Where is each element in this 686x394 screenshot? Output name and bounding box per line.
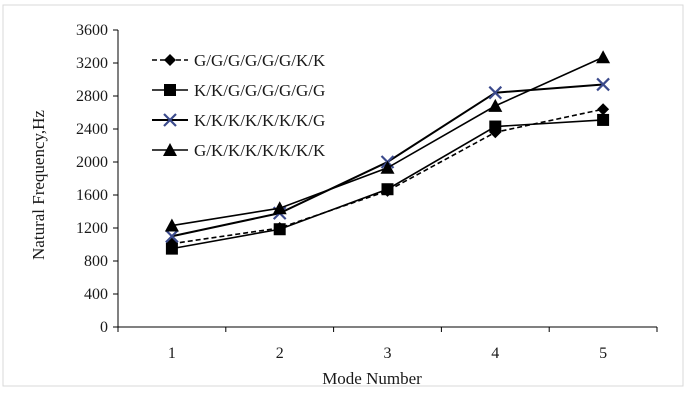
legend-marker-diamond (164, 54, 176, 66)
legend-item: K/K/G/G/G/G/G/G (152, 81, 325, 100)
x-tick-label: 1 (168, 345, 176, 362)
data-point-triangle (596, 50, 611, 64)
series-layer (164, 50, 611, 255)
legend: G/G/G/G/G/G/K/K K/K/G/G/G/G/G/G K/K/K/K/K/… (152, 51, 326, 160)
legend-label: G/G/G/G/G/G/K/K (194, 51, 326, 70)
data-point-diamond (597, 103, 610, 116)
x-tick-label: 5 (599, 345, 607, 362)
y-tick-label: 3200 (76, 55, 108, 72)
y-tick-label: 2400 (76, 121, 108, 138)
legend-item: G/G/G/G/G/G/K/K (152, 51, 326, 70)
data-point-x (596, 77, 610, 92)
data-point-triangle (272, 201, 287, 215)
x-tick-label: 2 (276, 345, 284, 362)
data-point-square (489, 120, 502, 133)
series-2 (165, 113, 610, 255)
y-tick-label: 800 (84, 253, 108, 270)
x-tick-label: 3 (384, 345, 392, 362)
data-point-square (165, 242, 178, 255)
series-line (171, 108, 604, 245)
legend-item: K/K/K/K/K/K/K/G (152, 111, 325, 130)
legend-marker-square (164, 84, 176, 96)
data-point-x (488, 85, 503, 100)
data-point-triangle (380, 160, 395, 174)
data-point-square (381, 183, 394, 196)
chart-border (2, 4, 684, 387)
axes (117, 30, 657, 328)
legend-label: K/K/K/K/K/K/K/G (194, 111, 325, 130)
y-axis-title: Natural Frequency,Hz (29, 110, 48, 260)
x-axis-title: Mode Number (322, 369, 422, 388)
legend-label: K/K/G/G/G/G/G/G (194, 81, 325, 100)
data-point-square (273, 223, 286, 236)
y-tick-label: 1200 (76, 220, 108, 237)
y-tick-label: 3600 (76, 22, 108, 39)
legend-marker-triangle (163, 143, 177, 156)
y-ticks: 0 400 800 1200 1600 2000 2400 2800 3200 3600 (76, 22, 118, 336)
legend-item: G/K/K/K/K/K/K/K (152, 141, 326, 160)
legend-marker-x (163, 113, 177, 127)
series-4 (164, 50, 611, 232)
data-point-triangle (164, 218, 179, 232)
y-tick-label: 400 (84, 286, 108, 303)
y-tick-label: 2000 (76, 154, 108, 171)
x-tick-label: 4 (491, 345, 499, 362)
data-point-triangle (488, 98, 503, 112)
legend-label: G/K/K/K/K/K/K/K (194, 141, 326, 160)
data-point-square (597, 113, 610, 126)
y-tick-label: 1600 (76, 187, 108, 204)
y-tick-label: 2800 (76, 88, 108, 105)
x-ticks: 1 2 3 4 5 (117, 327, 658, 362)
y-tick-label: 0 (100, 319, 108, 336)
data-point-x (165, 229, 179, 244)
